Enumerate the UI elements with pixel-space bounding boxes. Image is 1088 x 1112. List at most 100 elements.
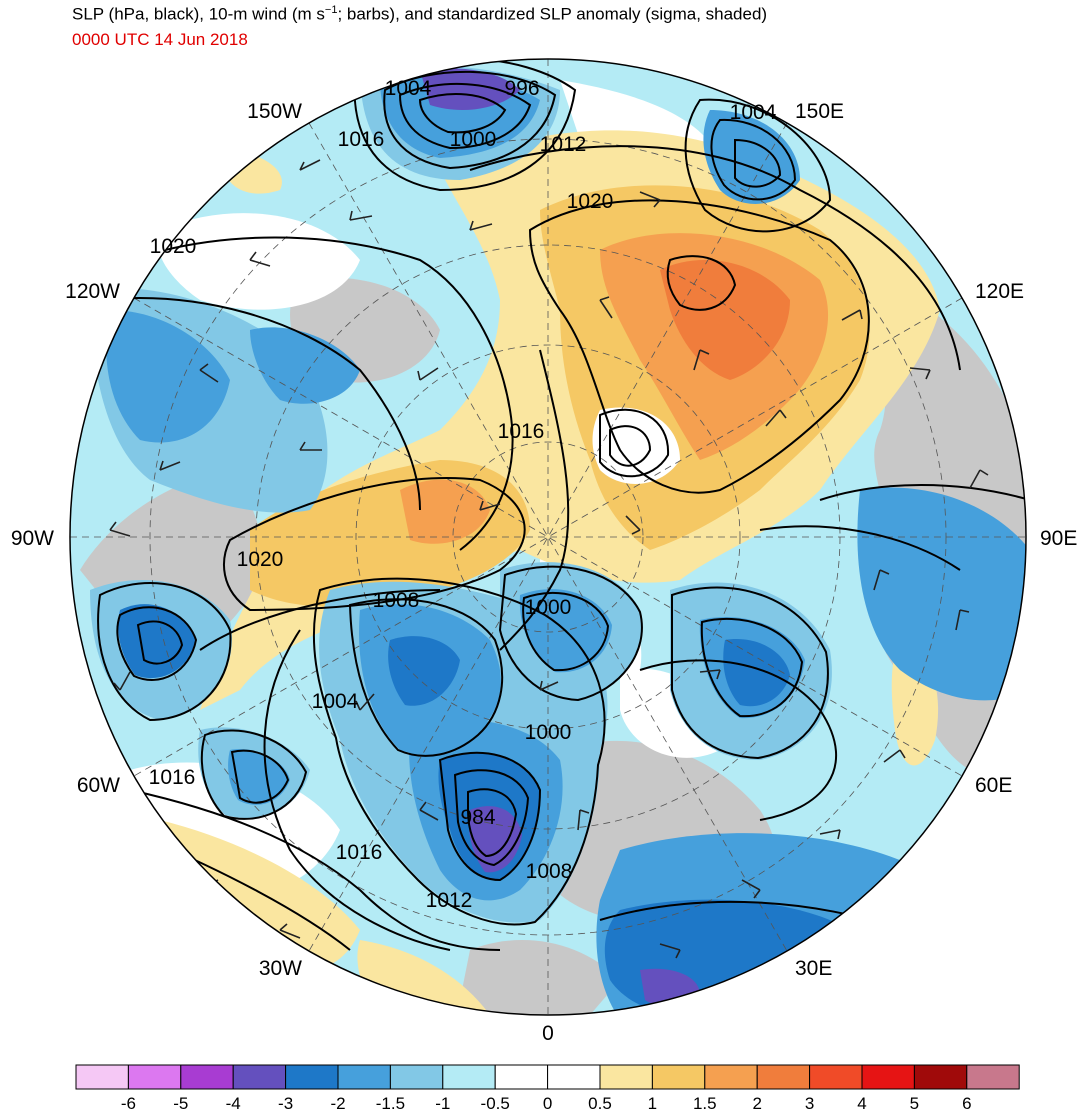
wind-barb (765, 409, 787, 427)
negative-anomaly-6 (106, 310, 230, 443)
colorbar-tick-label: 1.5 (693, 1094, 717, 1112)
colorbar-tick-label: 0 (543, 1094, 552, 1112)
wind-barb (199, 879, 219, 891)
wind-barbs (109, 159, 989, 959)
graticule (70, 59, 1026, 1015)
isobars (97, 59, 1026, 951)
isobar-label: 1000 (525, 596, 572, 619)
latitude-circle-70n (355, 344, 741, 730)
wind-barb (577, 809, 590, 831)
isobar (438, 751, 542, 882)
isobar (467, 788, 518, 858)
positive-anomaly-7 (160, 820, 360, 971)
colorbar-swatch (232, 1064, 287, 1090)
lon-label-0: 0 (542, 1022, 554, 1045)
isobar-label: 996 (504, 77, 539, 100)
colorbar-ticks: -6 -5 -4 -3 -2 -1.5 -1 -0.5 0 0.5 1 1.5 2 3 4 5 6 (121, 1094, 972, 1112)
negative-anomaly-3 (420, 68, 520, 110)
negative-anomaly-7 (250, 327, 360, 404)
isobar-label: 1008 (526, 860, 573, 883)
lon-label-60w: 60W (77, 774, 120, 797)
title-superscript: −1 (324, 4, 338, 16)
colorbar-tick-label: -1 (435, 1094, 450, 1112)
anomaly-neutral-zone (157, 213, 360, 310)
colorbar-tick-label: -2 (330, 1094, 345, 1112)
isobar-label: 1020 (237, 548, 284, 571)
positive-anomaly-4 (660, 260, 790, 380)
negative-anomaly-22 (723, 639, 790, 707)
lon-label-120e: 120E (975, 280, 1024, 303)
colorbar-tick-label: 5 (910, 1094, 919, 1112)
lon-label-30w: 30W (259, 957, 302, 980)
colorbar-tick-label: -3 (278, 1094, 293, 1112)
colorbar-swatch (547, 1064, 601, 1090)
isobar (499, 349, 570, 651)
lon-label-180: 180 (530, 50, 565, 55)
wind-barb (299, 441, 322, 451)
wind-barb (741, 879, 761, 899)
colorbar-swatches (75, 1064, 1020, 1090)
isobar (700, 617, 804, 718)
colorbar-tick-label: 4 (857, 1094, 866, 1112)
wind-barb (599, 296, 613, 319)
isobar-label: 1012 (426, 889, 473, 912)
isobar (136, 620, 184, 665)
wind-barb (539, 680, 559, 691)
isobar-label: 1004 (730, 101, 777, 124)
isobar (453, 769, 530, 867)
wind-barb (659, 943, 681, 959)
negative-anomaly-9 (118, 604, 195, 679)
wind-barb (249, 251, 271, 267)
colorbar-swatch (127, 1064, 182, 1090)
map-disk (70, 59, 1026, 1015)
isobar (599, 408, 670, 478)
wind-barb (469, 220, 493, 231)
isobar-label: 1008 (373, 589, 420, 612)
wind-barb (419, 801, 439, 821)
colorbar-tick-label: -5 (173, 1094, 188, 1112)
colorbar-swatch (809, 1064, 863, 1090)
colorbar-tick-label: 2 (752, 1094, 761, 1112)
lon-label-30e: 30E (795, 957, 832, 980)
colorbar-tick-label: 6 (962, 1094, 971, 1112)
wind-barb (883, 749, 906, 763)
isobar (522, 591, 610, 672)
longitude-labels: 180 150E 120E 90E 60E 30E 0 30W 60W 90W … (11, 50, 1078, 1045)
colorbar-swatch (442, 1064, 496, 1090)
isobar (230, 749, 290, 804)
isobar-label: 1004 (385, 77, 432, 100)
land-region-africa (450, 940, 620, 1015)
isobar (671, 586, 829, 760)
isobar (199, 589, 441, 651)
isobar (639, 659, 838, 821)
wind-barb (909, 367, 931, 380)
meridian-150w-30e (308, 122, 788, 952)
isobar-label: 1016 (338, 128, 385, 151)
isobar-label: 984 (460, 806, 495, 829)
isobar (710, 118, 797, 201)
isobar-label: 1016 (336, 841, 383, 864)
colorbar-tick-label: -1.5 (376, 1094, 405, 1112)
wind-barb (299, 159, 321, 171)
isobar-label: 1012 (540, 133, 587, 156)
isobar (129, 789, 501, 951)
isobar (819, 484, 1026, 501)
isobar (684, 98, 832, 233)
wind-barb (819, 829, 841, 840)
isobar-label: 1016 (498, 420, 545, 443)
wind-barb (639, 191, 661, 208)
isobar (383, 70, 557, 170)
title-text-start: SLP (hPa, black), 10-m wind (m s (72, 4, 325, 24)
isobar (609, 425, 652, 467)
wind-barb (841, 309, 863, 321)
negative-anomaly-27 (592, 407, 680, 484)
colorbar-swatch (704, 1064, 758, 1090)
wind-barb (873, 569, 890, 591)
colorbar-tick-label: 0.5 (588, 1094, 612, 1112)
isobar (353, 59, 577, 192)
colorbar-swatch (337, 1064, 391, 1090)
isobar (116, 606, 198, 681)
latitude-circle-80n (452, 441, 644, 633)
colorbar-swatch (756, 1064, 811, 1090)
isobar (223, 477, 526, 612)
